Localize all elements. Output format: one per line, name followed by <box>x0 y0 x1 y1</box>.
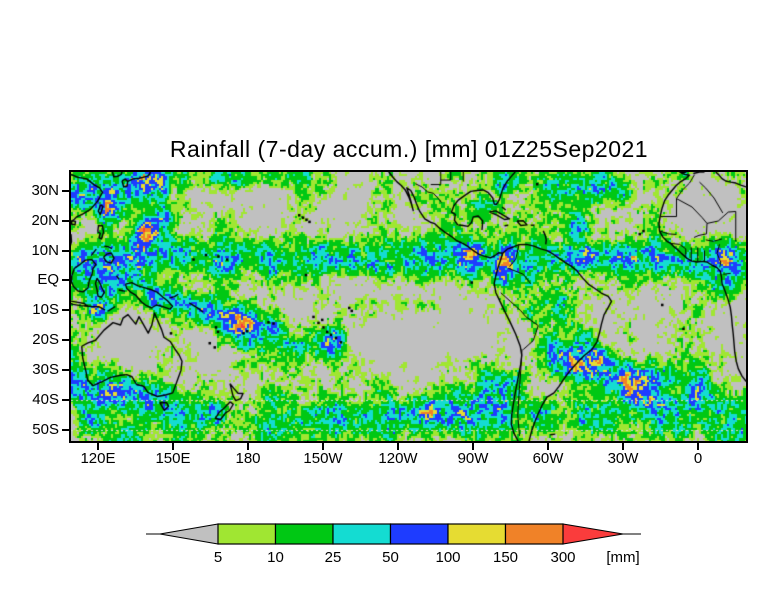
lon-tick-mark <box>472 443 474 450</box>
lat-tick-label: 10S <box>32 301 59 319</box>
lon-tick-mark <box>172 443 174 450</box>
lon-tick-label: 150E <box>155 450 191 467</box>
lon-tick-mark <box>322 443 324 450</box>
colorbar-segment <box>217 523 277 545</box>
lat-tick-mark <box>62 339 69 342</box>
lon-tick-label: 150W <box>303 450 343 467</box>
lon-tick-label: 0 <box>693 450 703 467</box>
lon-tick-mark <box>547 443 549 450</box>
lat-tick-mark <box>62 369 69 372</box>
lat-tick-mark <box>62 249 69 252</box>
lat-tick-mark <box>62 399 69 402</box>
lon-tick-label: 90W <box>457 450 489 467</box>
lon-tick-label: 120W <box>378 450 418 467</box>
colorbar-tick-label: 150 <box>493 549 518 566</box>
lon-tick-mark <box>697 443 699 450</box>
colorbar-tick-label: 5 <box>214 549 222 566</box>
colorbar-tick-label: 10 <box>267 549 284 566</box>
colorbar-tick-label: 50 <box>382 549 399 566</box>
lat-tick-mark <box>62 279 69 282</box>
lat-tick-label: 10N <box>31 241 59 259</box>
lon-tick-mark <box>397 443 399 450</box>
lat-tick-mark <box>62 219 69 222</box>
colorbar-tick-label: 25 <box>325 549 342 566</box>
colorbar-above-arrow <box>562 523 624 545</box>
lat-tick-label: 30S <box>32 361 59 379</box>
lat-tick-label: 50S <box>32 420 59 438</box>
lon-tick-mark <box>247 443 249 450</box>
colorbar-segment <box>504 523 564 545</box>
colorbar-below-arrow <box>159 523 219 545</box>
rainfall-map-canvas <box>71 172 746 441</box>
colorbar-segment <box>447 523 507 545</box>
lat-tick-label: 40S <box>32 391 59 409</box>
lat-tick-mark <box>62 309 69 312</box>
lat-tick-label: 30N <box>31 181 59 199</box>
colorbar-tick-label: 100 <box>435 549 460 566</box>
lon-tick-mark <box>622 443 624 450</box>
colorbar-tick-label: 300 <box>550 549 575 566</box>
lat-tick-mark <box>62 189 69 192</box>
colorbar: 5 10 25 50 100 150 300 [mm] <box>146 523 641 566</box>
lat-tick-label: 20N <box>31 211 59 229</box>
lon-tick-mark <box>97 443 99 450</box>
map-frame <box>69 170 748 443</box>
colorbar-segment <box>332 523 392 545</box>
page-title: Rainfall (7-day accum.) [mm] 01Z25Sep202… <box>169 136 649 162</box>
lat-tick-label: 20S <box>32 331 59 349</box>
colorbar-unit-label: [mm] <box>606 549 639 566</box>
lat-tick-label: EQ <box>37 271 59 289</box>
colorbar-segment <box>389 523 449 545</box>
lon-tick-label: 60W <box>532 450 564 467</box>
colorbar-segment <box>274 523 334 545</box>
lon-tick-label: 30W <box>607 450 639 467</box>
lon-tick-label: 120E <box>80 450 116 467</box>
lat-tick-mark <box>62 428 69 431</box>
lon-tick-label: 180 <box>235 450 261 467</box>
